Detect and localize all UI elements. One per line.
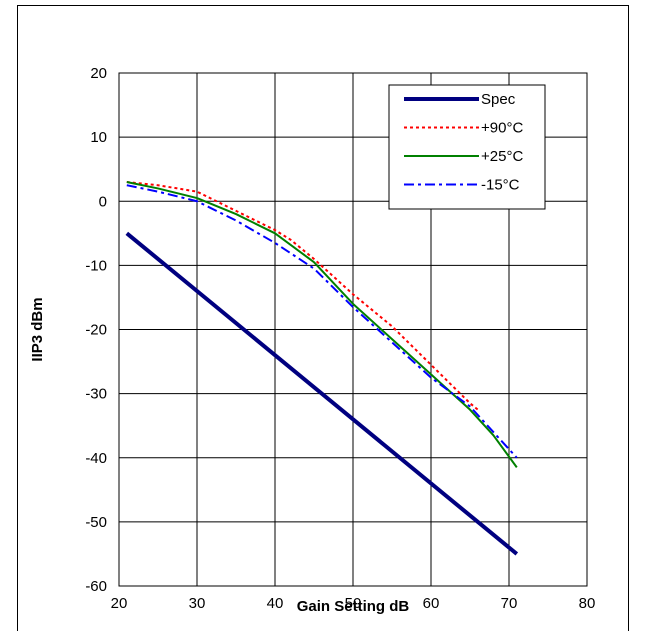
x-axis-title: Gain Setting dB [297, 598, 410, 615]
y-tick-label: -40 [85, 450, 107, 467]
series-line-3 [126, 184, 518, 459]
x-tick-label: 30 [189, 595, 206, 612]
legend-label-1: +90°C [481, 120, 523, 137]
y-tick-label: 0 [99, 193, 107, 210]
legend: Spec +90°C +25°C -15°C [388, 84, 546, 210]
y-tick-label: 10 [90, 129, 107, 146]
x-tick-label: 60 [423, 595, 440, 612]
y-tick-label: -20 [85, 322, 107, 339]
x-tick-label: 20 [111, 595, 128, 612]
y-tick-label: -50 [85, 514, 107, 531]
y-tick-label: -10 [85, 257, 107, 274]
series-line-1 [126, 181, 479, 411]
series-lines [125, 181, 519, 556]
y-tick-label: -30 [85, 386, 107, 403]
x-tick-label: 40 [267, 595, 284, 612]
chart-frame [17, 5, 629, 631]
y-axis-title: IIP3 dBm [29, 297, 46, 361]
x-tick-label: 50 [345, 595, 362, 612]
plot-area-border [118, 72, 588, 587]
x-tick-label: 80 [579, 595, 596, 612]
x-tick-label: 70 [501, 595, 518, 612]
legend-box [388, 84, 546, 210]
y-tick-label: 20 [90, 65, 107, 82]
series-line-0 [125, 231, 519, 556]
legend-label-2: +25°C [481, 148, 523, 165]
y-tick-label: -60 [85, 578, 107, 595]
legend-label-0: Spec [481, 91, 516, 108]
series-line-2 [126, 181, 518, 468]
tick-labels: 20 30 40 50 60 70 80 -60 -50 -40 -30 -20 -10 0 10 20 [85, 65, 595, 612]
legend-label-3: -15°C [481, 177, 520, 194]
